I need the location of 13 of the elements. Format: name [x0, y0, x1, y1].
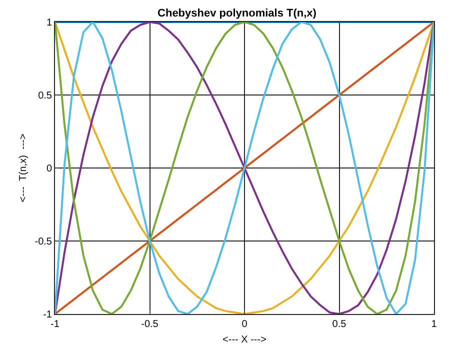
y-tick-label: 0: [46, 164, 52, 174]
y-tick-label: -1: [43, 310, 52, 320]
x-axis-title: <--- X --->: [222, 334, 267, 346]
y-tick-label: 0.5: [38, 90, 52, 102]
x-tick-label: 0.5: [332, 319, 347, 330]
y-tick-label: -0.5: [34, 236, 52, 248]
x-tick-label: -0.5: [141, 319, 159, 330]
y-axis-title: <--- T(n,x) --->: [18, 133, 29, 202]
y-tick-label: 1: [46, 18, 52, 28]
line-series: [55, 22, 434, 314]
chart-title: Chebyshev polynomials T(n,x): [158, 8, 317, 20]
x-tick-label: 1: [431, 319, 438, 330]
x-tick-label: 0: [242, 319, 248, 330]
